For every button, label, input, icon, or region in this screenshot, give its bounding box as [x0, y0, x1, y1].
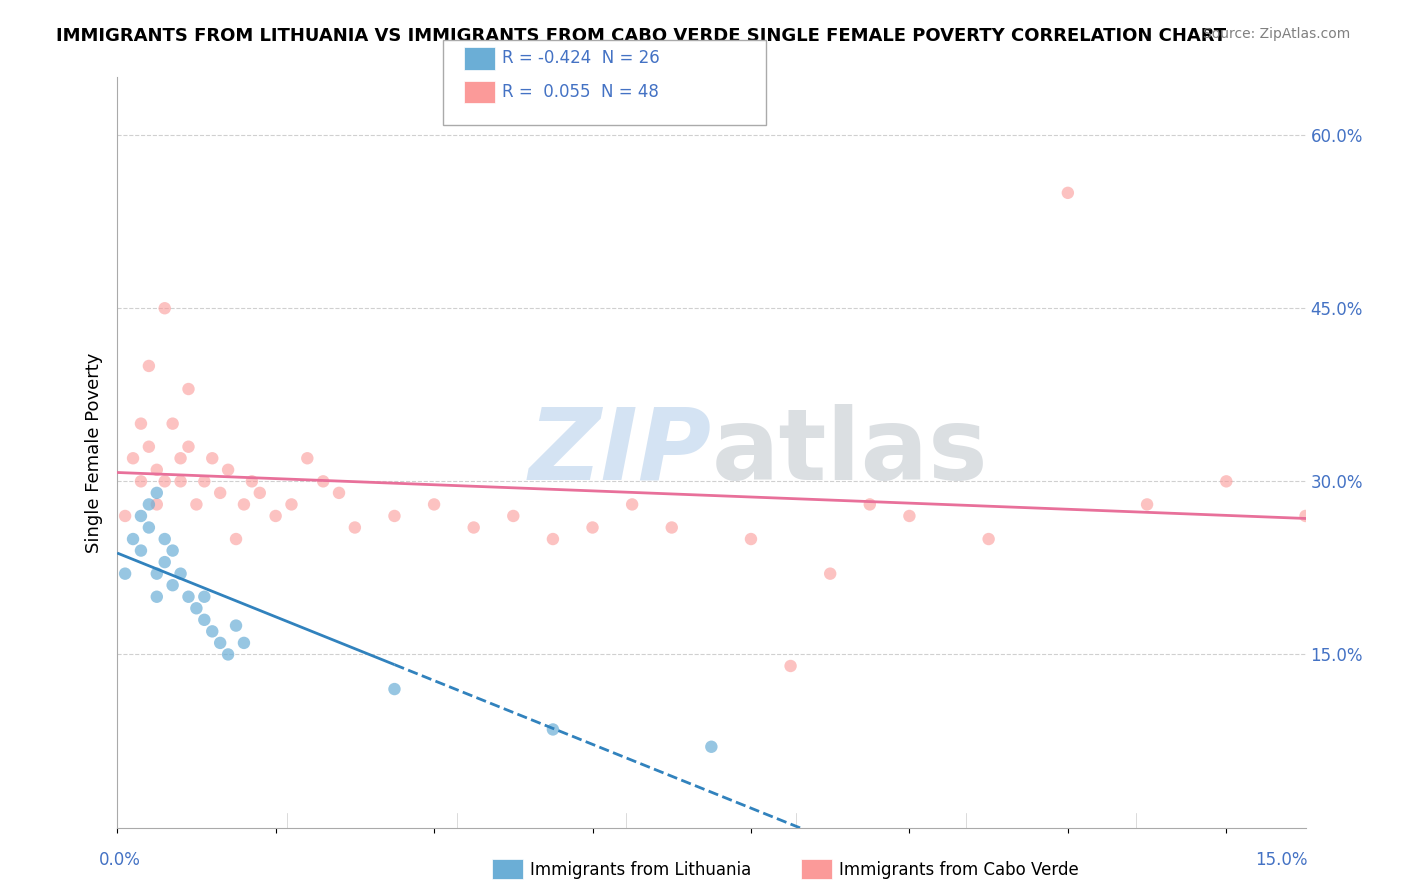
Point [186, 497, 208, 511]
Point [193, 613, 215, 627]
Point [114, 566, 136, 581]
Point [169, 566, 191, 581]
Point [193, 590, 215, 604]
Point [146, 590, 169, 604]
Point [384, 508, 406, 523]
Point [122, 451, 145, 466]
Point [114, 508, 136, 523]
Point [129, 475, 152, 489]
Point [138, 520, 160, 534]
Point [138, 497, 160, 511]
Point [169, 475, 191, 489]
Point [1215, 475, 1237, 489]
Point [186, 601, 208, 615]
Point [129, 543, 152, 558]
Point [162, 578, 184, 592]
Text: 0.0%: 0.0% [98, 851, 141, 869]
Point [162, 417, 184, 431]
Point [502, 508, 524, 523]
Point [217, 463, 239, 477]
Point [153, 475, 176, 489]
Point [233, 636, 256, 650]
Y-axis label: Single Female Poverty: Single Female Poverty [86, 352, 103, 553]
Point [153, 555, 176, 569]
Point [700, 739, 723, 754]
Point [209, 636, 232, 650]
Point [541, 723, 564, 737]
Point [146, 566, 169, 581]
Point [122, 532, 145, 546]
Point [1295, 508, 1317, 523]
Text: IMMIGRANTS FROM LITHUANIA VS IMMIGRANTS FROM CABO VERDE SINGLE FEMALE POVERTY CO: IMMIGRANTS FROM LITHUANIA VS IMMIGRANTS … [56, 27, 1226, 45]
Point [225, 532, 247, 546]
Point [977, 532, 1000, 546]
Point [264, 508, 287, 523]
Point [146, 463, 169, 477]
Point [541, 532, 564, 546]
Point [162, 543, 184, 558]
Point [209, 486, 232, 500]
Text: atlas: atlas [711, 404, 988, 501]
Point [177, 590, 200, 604]
Text: R =  0.055  N = 48: R = 0.055 N = 48 [502, 83, 659, 101]
Point [740, 532, 762, 546]
Point [249, 486, 271, 500]
Point [621, 497, 644, 511]
Point [225, 618, 247, 632]
Point [129, 417, 152, 431]
Point [138, 440, 160, 454]
Point [818, 566, 841, 581]
Point [153, 532, 176, 546]
Point [423, 497, 446, 511]
Point [312, 475, 335, 489]
Text: 15.0%: 15.0% [1256, 851, 1308, 869]
Text: Source: ZipAtlas.com: Source: ZipAtlas.com [1202, 27, 1350, 41]
Text: R = -0.424  N = 26: R = -0.424 N = 26 [502, 49, 659, 67]
Point [463, 520, 485, 534]
Point [898, 508, 921, 523]
Point [1136, 497, 1159, 511]
Point [779, 659, 801, 673]
Point [661, 520, 683, 534]
Point [217, 648, 239, 662]
Point [384, 681, 406, 696]
Point [169, 451, 191, 466]
Point [177, 382, 200, 396]
Point [146, 486, 169, 500]
Point [233, 497, 256, 511]
Point [201, 624, 224, 639]
Point [138, 359, 160, 373]
Point [280, 497, 302, 511]
Text: Immigrants from Lithuania: Immigrants from Lithuania [530, 861, 751, 879]
Point [193, 475, 215, 489]
Point [297, 451, 319, 466]
Text: Immigrants from Cabo Verde: Immigrants from Cabo Verde [839, 861, 1080, 879]
Point [177, 440, 200, 454]
Point [153, 301, 176, 316]
Point [1056, 186, 1078, 200]
Point [859, 497, 882, 511]
Point [201, 451, 224, 466]
Point [129, 508, 152, 523]
Point [343, 520, 366, 534]
Point [146, 497, 169, 511]
Point [240, 475, 263, 489]
Point [581, 520, 603, 534]
Point [328, 486, 350, 500]
Text: ZIP: ZIP [529, 404, 711, 501]
